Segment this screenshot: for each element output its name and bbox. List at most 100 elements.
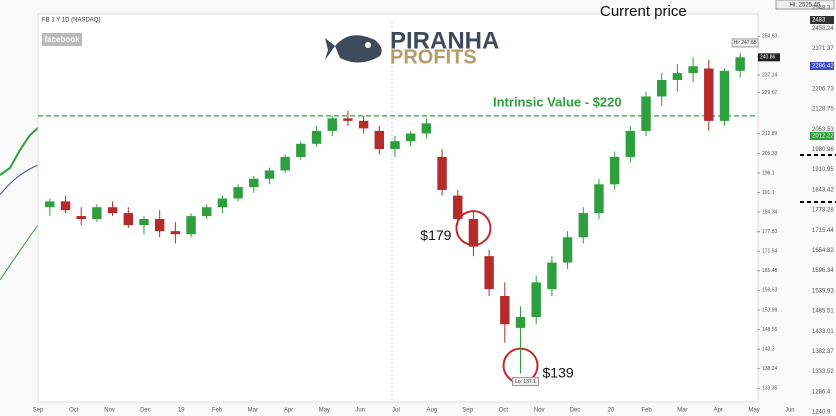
y-tick-label: 184.34 <box>762 209 778 215</box>
candle-body <box>500 295 510 325</box>
candle-body <box>264 170 275 179</box>
outer-y-label: 1382.37 <box>812 349 834 355</box>
y-tick-label: 177.83 <box>762 229 778 235</box>
candle-body <box>719 70 730 121</box>
outer-x-label: Dec <box>140 408 151 414</box>
candle-body <box>296 143 306 157</box>
candle-body <box>578 213 588 238</box>
candle-body <box>688 66 698 74</box>
outer-y-label: 2206.73 <box>812 86 834 92</box>
candle-body <box>170 231 181 235</box>
annotation-label: $139 <box>543 364 574 380</box>
candle-body <box>531 282 541 318</box>
y-tick-label: 191.1 <box>762 190 775 196</box>
candle-body <box>76 216 86 220</box>
candle-body <box>641 96 651 131</box>
candle-body <box>672 73 683 80</box>
outer-y-label: 1333.52 <box>812 369 834 375</box>
outer-y-label: 2458.24 <box>812 26 834 32</box>
y-tick-label: 198.1 <box>762 170 775 176</box>
logo: PIRANHA PROFITS <box>325 27 499 68</box>
candle-body <box>327 118 337 131</box>
candle-body <box>437 156 447 190</box>
candle-body <box>625 130 636 157</box>
candle-body <box>186 216 196 235</box>
outer-y-label: 1654.82 <box>812 248 834 254</box>
outer-y-label: 2053.53 <box>812 127 834 133</box>
candle-body <box>233 187 243 199</box>
outer-y-label: 2548.3 <box>812 6 831 12</box>
lo-tag: Lo: 137.1 <box>515 379 536 385</box>
outer-y-label: 1433.01 <box>812 329 834 335</box>
y-tick-label: 153.99 <box>762 307 778 313</box>
candle-body <box>374 130 385 150</box>
candle-body <box>139 219 149 226</box>
logo-bottom: PROFITS <box>390 46 477 68</box>
inner-chart <box>37 13 759 403</box>
candle-body <box>311 130 322 144</box>
candle-body <box>107 207 118 214</box>
outer-x-label: May <box>748 408 759 414</box>
outer-x-label: Sep <box>33 408 44 414</box>
y-tick-label: 165.48 <box>762 268 778 274</box>
outer-y-label: 1539.93 <box>812 288 834 294</box>
outer-hi: Hi: 2525.45 <box>790 3 821 9</box>
bg-line <box>0 224 39 281</box>
reference-label: Intrinsic Value - $220 <box>493 94 622 109</box>
outer-x-label: Jul <box>392 408 400 414</box>
y-tick-label: 159.63 <box>762 288 778 294</box>
outer-x-label: Feb <box>212 408 223 414</box>
outer-x-label: Oct <box>499 408 509 414</box>
badge-bg <box>42 33 82 46</box>
candle-body <box>657 79 667 97</box>
outer-x-label: 20 <box>607 408 614 414</box>
outer-x-label: Apr <box>284 408 293 414</box>
outer-x-label: Sep <box>462 408 473 414</box>
hi-tag-bg <box>731 38 759 48</box>
outer-y-label: 1286.4 <box>812 389 831 395</box>
y-tick-label: 143.3 <box>762 346 775 352</box>
outer-tag-bg <box>810 132 834 140</box>
candle-body <box>704 68 714 121</box>
candle-body <box>217 198 228 208</box>
candle-body <box>154 219 165 232</box>
outer-x-label: Apr <box>714 408 723 414</box>
outer-y-label: 1715.44 <box>812 228 834 234</box>
candle-body <box>343 118 353 121</box>
current-price: Current price <box>600 3 687 20</box>
last-price-bg <box>758 53 780 62</box>
outer-x-label: Feb <box>641 408 652 414</box>
y-tick-label: 138.24 <box>762 366 778 372</box>
outer-x-label: Dec <box>570 408 581 414</box>
candle-body <box>60 201 71 211</box>
outer-y-label: 1485.51 <box>812 309 834 315</box>
candle-body <box>453 195 463 220</box>
hi-tag: Hi: 247.65 <box>734 40 757 46</box>
y-tick-label: 133.35 <box>762 386 778 392</box>
candle-body <box>405 133 416 142</box>
candle-body <box>390 141 400 150</box>
candle-body <box>735 57 745 71</box>
last-price: 240.86 <box>760 55 776 61</box>
y-tick-label: 148.55 <box>762 327 778 333</box>
candle-body <box>609 156 620 185</box>
outer-tag: 2296.42 <box>812 64 834 70</box>
outer-x-label: Oct <box>69 408 79 414</box>
badge: facebook <box>44 35 80 44</box>
candle-body <box>92 207 102 220</box>
candle-body <box>562 237 573 263</box>
candle-body <box>45 201 55 208</box>
candle-body <box>202 207 212 217</box>
candle-body <box>594 184 604 214</box>
outer-tag: 2483 <box>812 18 826 24</box>
bg-candles <box>0 127 39 176</box>
outer-tag-bg <box>810 62 834 70</box>
lo-tag-bg <box>512 377 540 387</box>
outer-y-label: 1240.9 <box>812 410 831 416</box>
annotation-label: $179 <box>420 227 451 243</box>
y-tick-label: 229.67 <box>762 90 778 96</box>
candle-body <box>468 219 479 247</box>
outer-tag: 2012.22 <box>812 134 834 140</box>
outer-x-label: Aug <box>426 408 437 414</box>
